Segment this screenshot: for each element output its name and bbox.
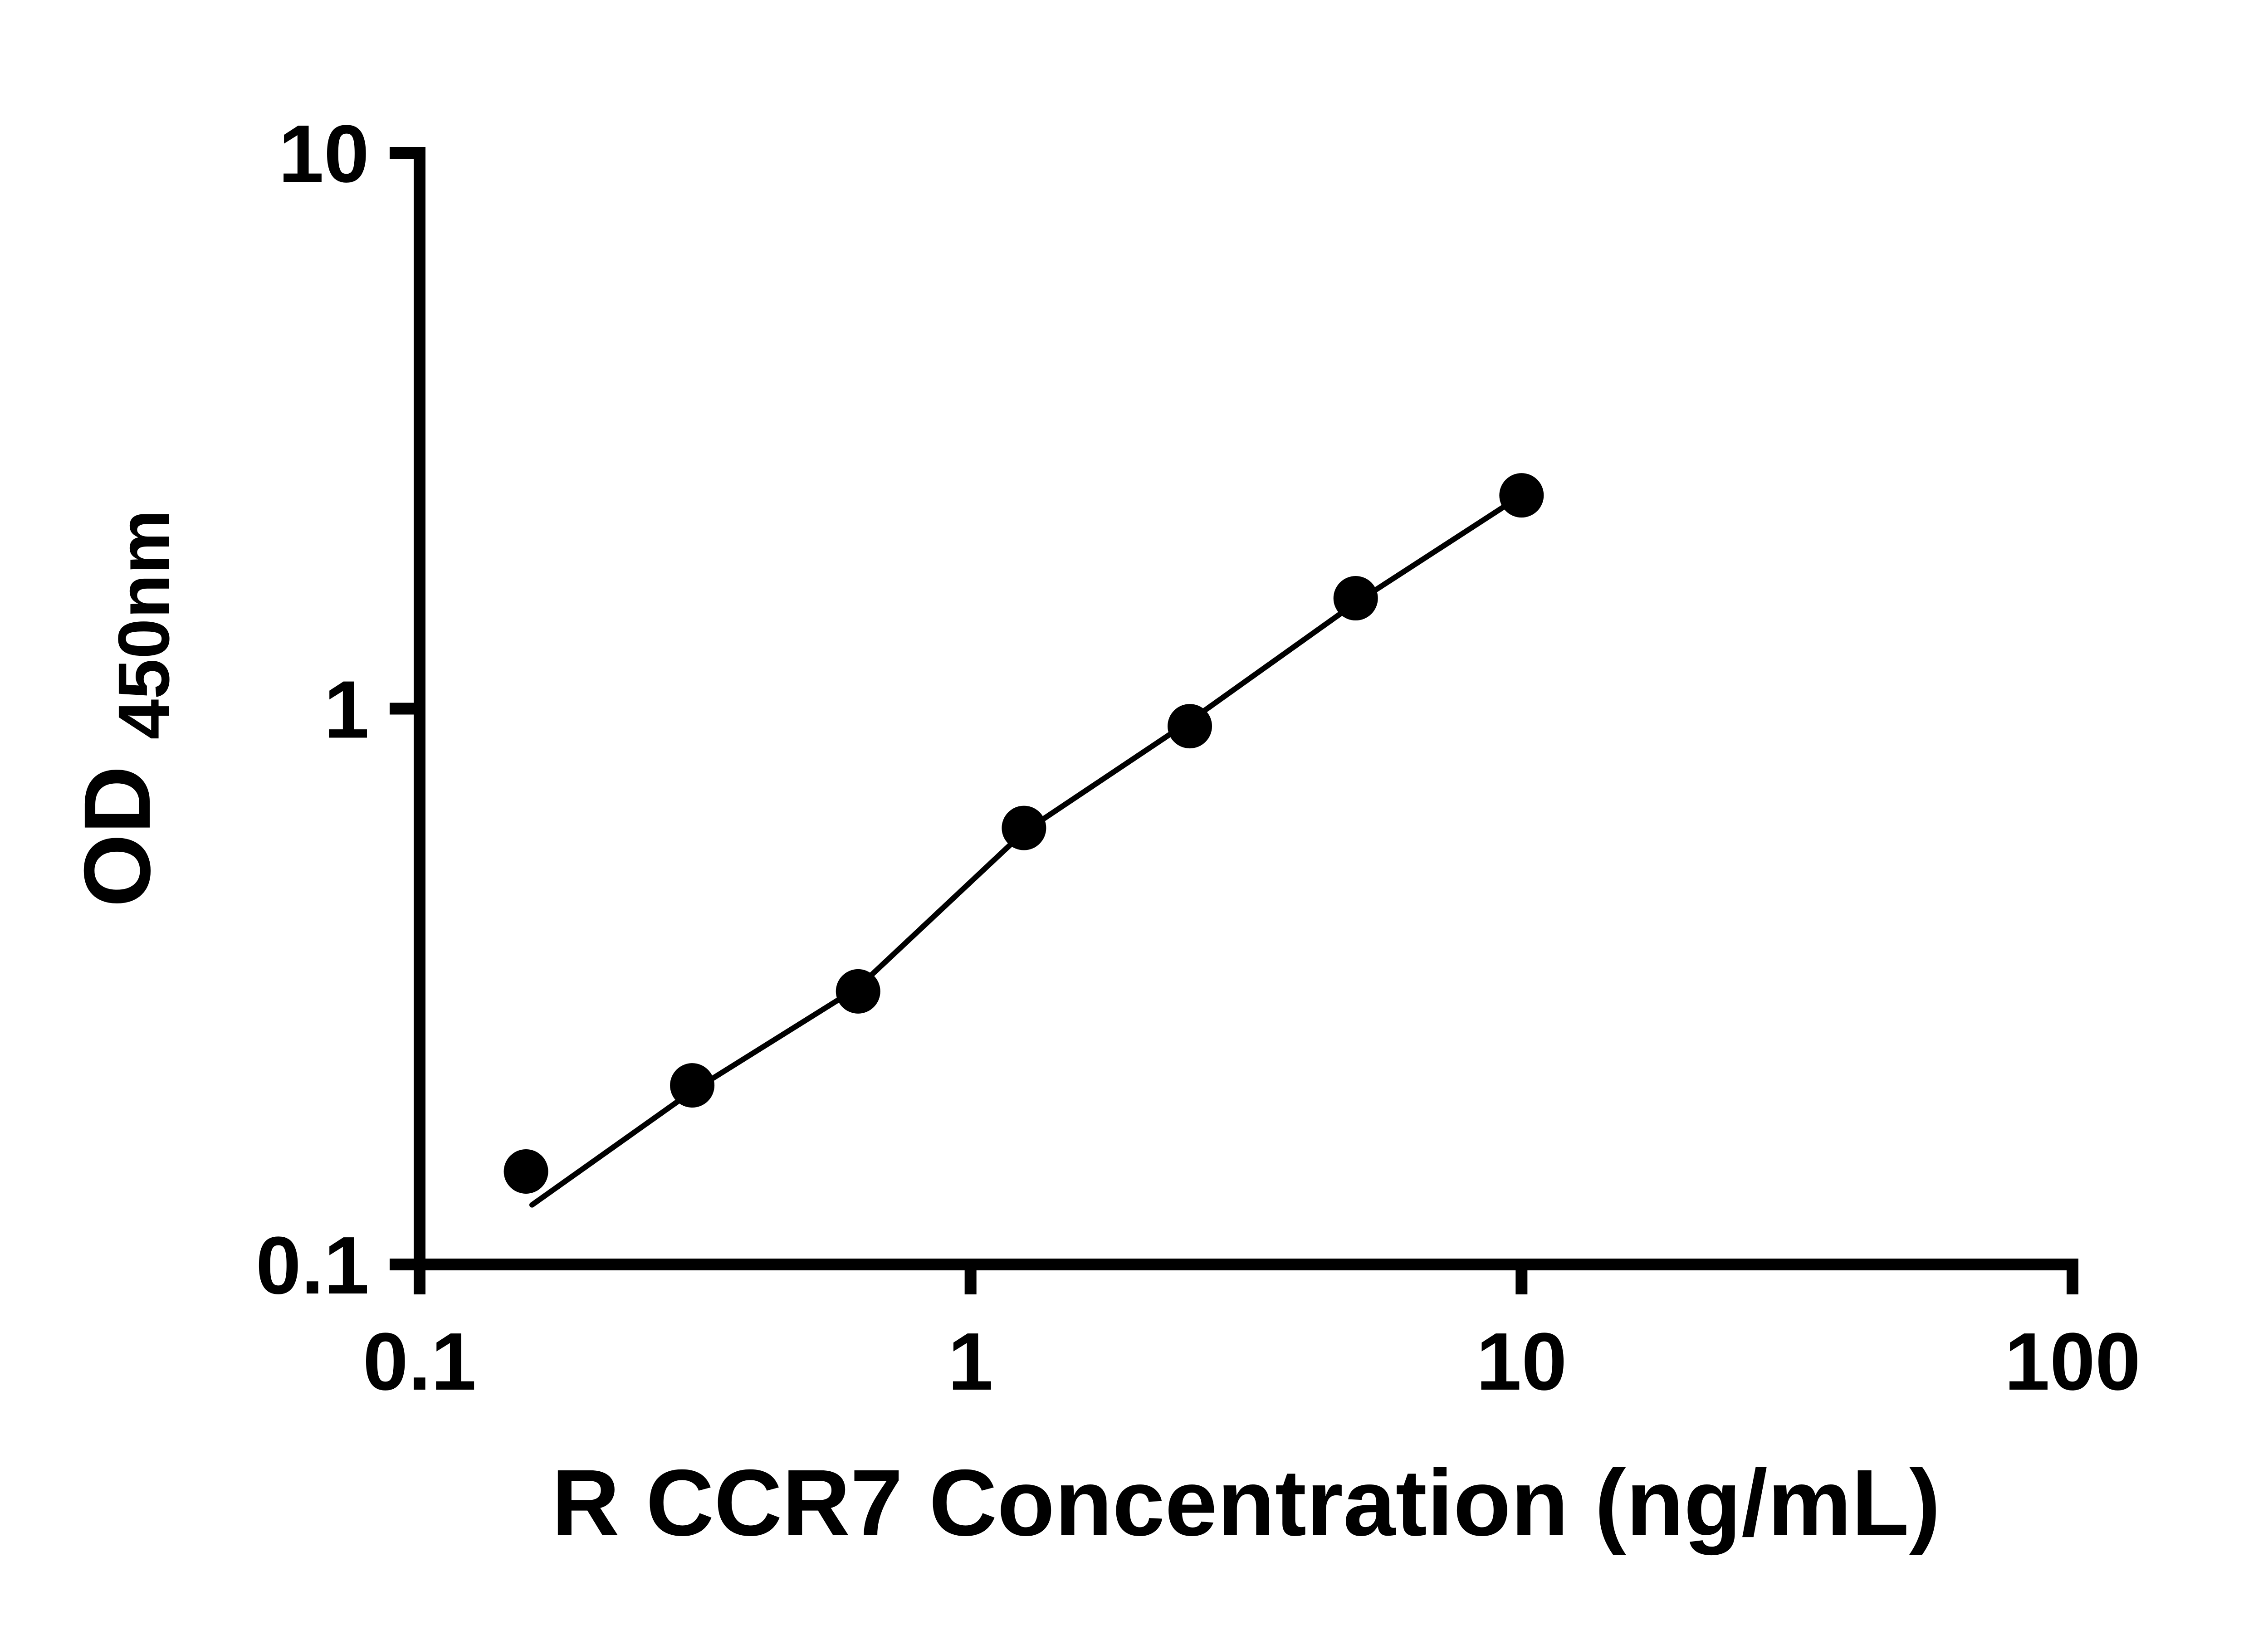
axes — [414, 147, 2078, 1270]
data-point — [1002, 805, 1046, 850]
data-point — [1333, 576, 1378, 621]
x-axis-title: R CCR7 Concentration (ng/mL) — [552, 1450, 1941, 1556]
y-axis-title: OD 450nm — [65, 510, 184, 908]
tick-labels: 0.1 1 10 100 0.1 1 10 — [256, 108, 2141, 1407]
data-point — [670, 1063, 715, 1108]
x-tick-label: 1 — [948, 1316, 993, 1407]
tick-marks — [390, 147, 2078, 1294]
data-point — [836, 969, 880, 1014]
y-tick-label: 0.1 — [256, 1220, 369, 1311]
x-tick-label: 10 — [1476, 1316, 1567, 1407]
x-tick-label: 0.1 — [363, 1316, 476, 1407]
data-point — [1168, 704, 1212, 749]
data-point — [1499, 473, 1544, 518]
y-axis-title-main: OD — [65, 766, 170, 907]
y-axis-title-sub: 450nm — [103, 510, 184, 740]
x-tick-label: 100 — [2004, 1316, 2141, 1407]
y-tick-label: 10 — [279, 108, 369, 200]
y-tick-label: 1 — [324, 664, 369, 756]
data-point — [503, 1149, 548, 1194]
data-series — [503, 473, 1544, 1208]
